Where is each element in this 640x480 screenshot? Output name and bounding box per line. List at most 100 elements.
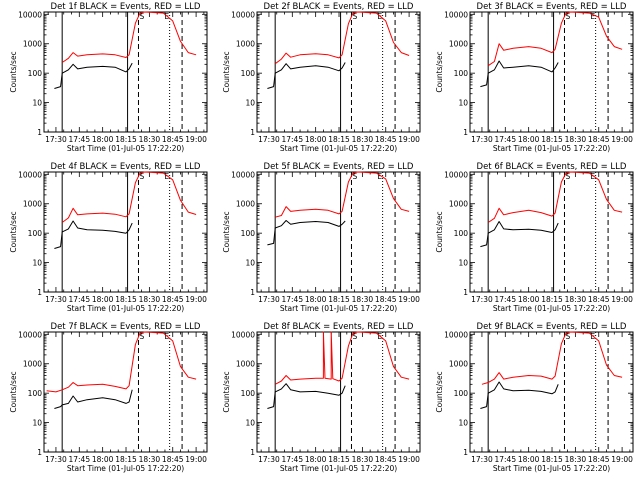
series-line-black [480, 221, 559, 248]
series-line-red [46, 331, 197, 393]
x-tick-label: 18:00 [518, 135, 540, 144]
series-line-black [54, 62, 133, 89]
chart-panel-6: Det 6f BLACK = Events, RED = LLD 1 10 100 10… [435, 162, 634, 313]
y-tick-label: 100 [454, 69, 469, 78]
series-line-red [274, 331, 410, 385]
y-tick-label: 1000 [449, 360, 468, 369]
chart-panel-1: Det 1f BLACK = Events, RED = LLD 1 10 100 10… [9, 2, 208, 153]
x-axis-label: Start Time (01-Jul-05 17:22:20) [67, 144, 184, 153]
plot-frame [256, 171, 421, 293]
x-axis-label: Start Time (01-Jul-05 17:22:20) [67, 304, 184, 313]
chart-panel-7: Det 7f BLACK = Events, RED = LLD 1 10 100 10… [9, 322, 208, 473]
chart-panel-5: Det 5f BLACK = Events, RED = LLD 1 10 100 10… [222, 162, 421, 313]
chart-title: Det 1f BLACK = Events, RED = LLD [51, 2, 201, 12]
series-line-black [480, 381, 559, 409]
y-tick-label: 1000 [236, 200, 255, 209]
x-tick-label: 18:15 [328, 455, 350, 464]
x-tick-label: 19:00 [398, 135, 420, 144]
y-tick-label: 10 [245, 99, 255, 108]
marker-letter: E [590, 12, 595, 21]
x-tick-label: 18:30 [352, 295, 374, 304]
y-tick-label: 10 [245, 259, 255, 268]
plot-frame [43, 331, 208, 453]
x-tick-label: 17:30 [45, 295, 67, 304]
x-tick-label: 18:30 [565, 455, 587, 464]
x-tick-label: 18:15 [328, 135, 350, 144]
y-tick-label: 10 [32, 259, 42, 268]
chart-title: Det 4f BLACK = Events, RED = LLD [51, 162, 201, 172]
marker-letter: S [352, 332, 357, 341]
y-tick-label: 10 [245, 419, 255, 428]
x-tick-label: 18:45 [375, 135, 397, 144]
x-tick-label: 18:30 [139, 295, 161, 304]
y-tick-label: 10000 [444, 10, 468, 19]
marker-letter: S [139, 332, 144, 341]
plot-frame [43, 171, 208, 293]
plot-frame [469, 11, 634, 133]
y-tick-label: 10 [458, 419, 468, 428]
y-tick-label: 1 [463, 448, 468, 457]
y-tick-label: 10 [458, 259, 468, 268]
x-tick-label: 18:45 [162, 135, 184, 144]
x-tick-label: 18:00 [92, 455, 114, 464]
series-line-black [267, 383, 346, 409]
series-line-red [487, 171, 623, 223]
y-tick-label: 10000 [18, 330, 42, 339]
x-tick-label: 18:00 [92, 135, 114, 144]
y-tick-label: 1 [250, 288, 255, 297]
x-tick-label: 18:45 [162, 295, 184, 304]
y-axis-label: Counts/sec [222, 51, 231, 92]
y-tick-label: 1000 [449, 40, 468, 49]
x-tick-label: 17:45 [68, 295, 90, 304]
x-tick-label: 17:30 [45, 455, 67, 464]
x-tick-label: 19:00 [398, 295, 420, 304]
y-axis-label: Counts/sec [9, 211, 18, 252]
y-tick-label: 1 [37, 128, 42, 137]
x-tick-label: 19:00 [185, 455, 207, 464]
x-tick-label: 18:00 [305, 135, 327, 144]
chart-title: Det 7f BLACK = Events, RED = LLD [51, 322, 201, 332]
x-tick-label: 18:30 [565, 295, 587, 304]
x-tick-label: 18:15 [328, 295, 350, 304]
y-tick-label: 10000 [231, 10, 255, 19]
x-axis-label: Start Time (01-Jul-05 17:22:20) [67, 464, 184, 473]
chart-panel-2: Det 2f BLACK = Events, RED = LLD 1 10 100 10… [222, 2, 421, 153]
plot-frame [43, 11, 208, 133]
plot-frame [256, 331, 421, 453]
x-tick-label: 17:45 [281, 455, 303, 464]
chart-title: Det 9f BLACK = Events, RED = LLD [477, 322, 627, 332]
x-tick-label: 18:15 [541, 135, 563, 144]
series-line-black [480, 60, 559, 88]
series-line-black [267, 220, 346, 246]
x-tick-label: 19:00 [185, 135, 207, 144]
chart-panel-9: Det 9f BLACK = Events, RED = LLD 1 10 100 10… [435, 322, 634, 473]
marker-letter: S [352, 172, 357, 181]
y-tick-label: 1 [37, 288, 42, 297]
x-tick-label: 17:45 [68, 135, 90, 144]
y-tick-label: 1 [463, 128, 468, 137]
x-tick-label: 18:30 [565, 135, 587, 144]
y-tick-label: 1000 [23, 200, 42, 209]
y-tick-label: 1 [250, 128, 255, 137]
y-tick-label: 100 [28, 229, 43, 238]
plot-frame [469, 331, 634, 453]
x-tick-label: 18:00 [518, 295, 540, 304]
x-tick-label: 18:45 [162, 455, 184, 464]
x-tick-label: 18:30 [352, 455, 374, 464]
y-tick-label: 10000 [18, 10, 42, 19]
x-tick-label: 19:00 [611, 295, 633, 304]
marker-letter: E [590, 172, 595, 181]
marker-letter: E [164, 172, 169, 181]
marker-letter: E [377, 172, 382, 181]
y-tick-label: 10000 [444, 330, 468, 339]
y-tick-label: 1000 [449, 200, 468, 209]
marker-letter: S [565, 332, 570, 341]
series-line-red [61, 11, 197, 63]
x-tick-label: 18:00 [305, 295, 327, 304]
marker-letter: S [139, 12, 144, 21]
x-axis-label: Start Time (01-Jul-05 17:22:20) [493, 464, 610, 473]
x-tick-label: 17:45 [281, 295, 303, 304]
y-tick-label: 1000 [23, 40, 42, 49]
y-tick-label: 10000 [231, 330, 255, 339]
x-tick-label: 18:15 [541, 455, 563, 464]
